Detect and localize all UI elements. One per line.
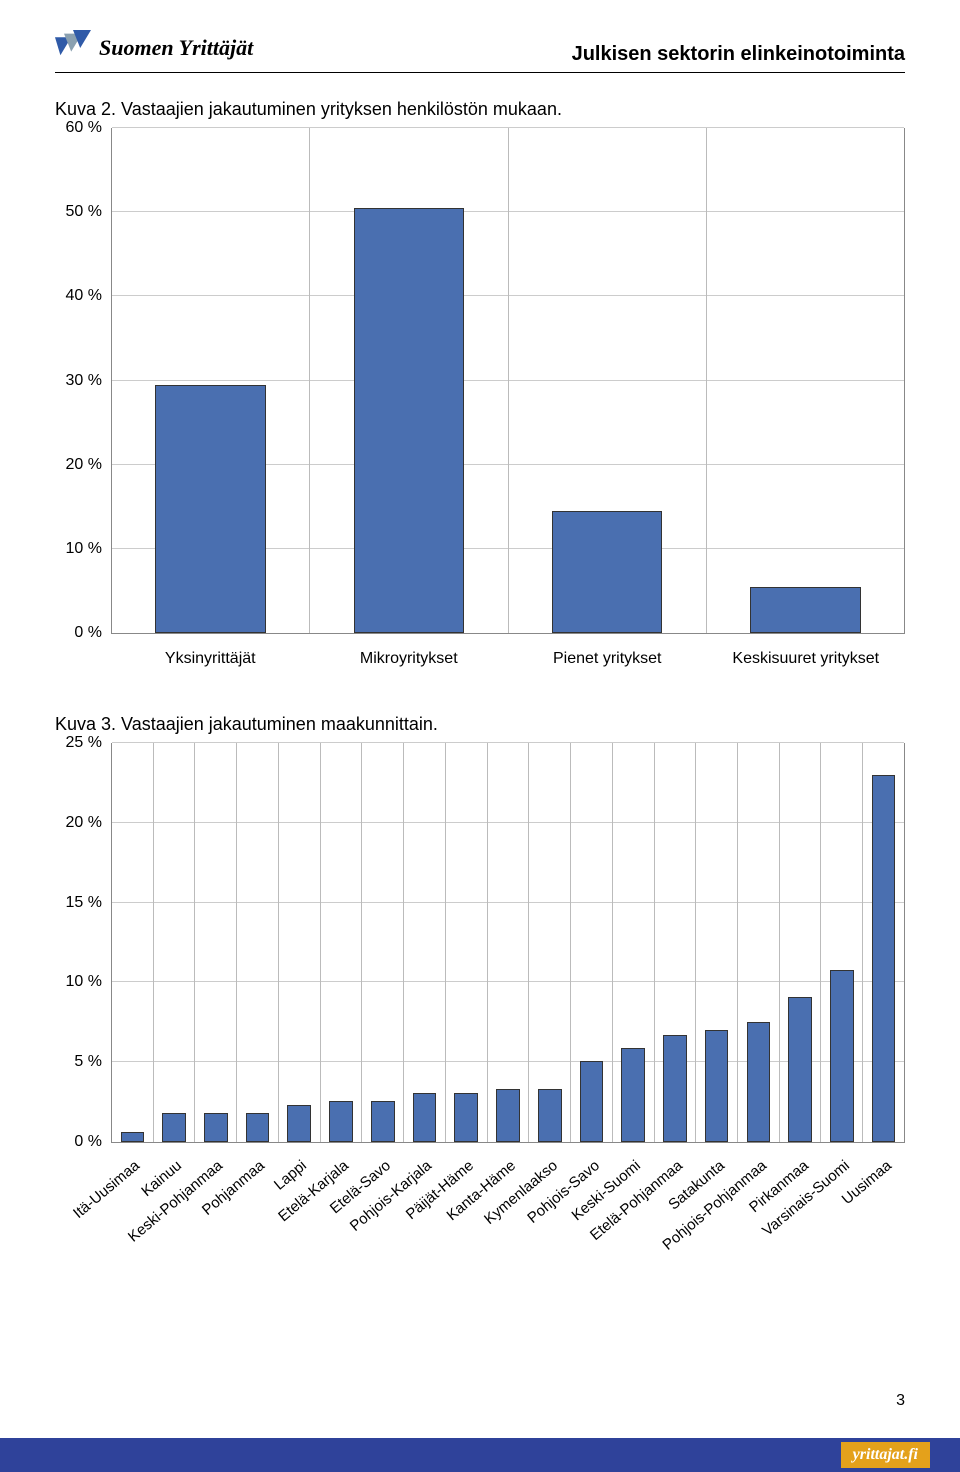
bar (496, 1089, 520, 1142)
bar (287, 1105, 311, 1142)
bar-slot (309, 128, 507, 633)
chart2: 0 %5 %10 %15 %20 %25 % (55, 743, 905, 1153)
x-axis-label: Itä-Uusimaa (70, 1157, 143, 1222)
doc-title: Julkisen sektorin elinkeinotoiminta (572, 43, 905, 66)
bar-slot (403, 743, 445, 1142)
y-axis-label: 40 % (66, 287, 112, 305)
chart1-plot: 0 %10 %20 %30 %40 %50 %60 % (111, 128, 905, 634)
footer-badge: yrittajat.fi (841, 1442, 930, 1468)
bar-slot (112, 128, 309, 633)
y-axis-label: 0 % (74, 624, 112, 642)
bar-slot (236, 743, 278, 1142)
bar (538, 1089, 562, 1142)
bar-slot (528, 743, 570, 1142)
chart1-xlabels: YksinyrittäjätMikroyrityksetPienet yrity… (55, 650, 905, 668)
bar (371, 1101, 395, 1142)
bar (830, 970, 854, 1142)
bar-slot (820, 743, 862, 1142)
bar-slot (508, 128, 706, 633)
bar (872, 775, 896, 1142)
y-axis-label: 10 % (66, 973, 112, 991)
bar-slot (862, 743, 904, 1142)
bar (354, 208, 464, 633)
bar (413, 1093, 437, 1142)
bar (454, 1093, 478, 1142)
bar-slot (737, 743, 779, 1142)
bar-slot (320, 743, 362, 1142)
bar (663, 1035, 687, 1142)
chart2-caption: Kuva 3. Vastaajien jakautuminen maakunni… (55, 714, 905, 735)
org-name: Suomen Yrittäjät (99, 35, 253, 61)
y-axis-label: 50 % (66, 203, 112, 221)
page-number: 3 (896, 1392, 905, 1410)
bar-slot (153, 743, 195, 1142)
x-axis-label: Yksinyrittäjät (111, 650, 310, 668)
x-axis-label: Mikroyritykset (310, 650, 509, 668)
bar (580, 1061, 604, 1142)
chart1-caption: Kuva 2. Vastaajien jakautuminen yritykse… (55, 99, 905, 120)
bar (329, 1101, 353, 1142)
bar-slot (706, 128, 904, 633)
bar (552, 511, 662, 633)
y-axis-label: 30 % (66, 372, 112, 390)
bar (788, 997, 812, 1142)
y-axis-label: 60 % (66, 119, 112, 137)
y-axis-label: 20 % (66, 456, 112, 474)
bar-slot (779, 743, 821, 1142)
bar-slot (487, 743, 529, 1142)
logo-icon (55, 30, 91, 66)
bar (705, 1030, 729, 1142)
bar (121, 1132, 145, 1142)
y-axis-label: 5 % (74, 1053, 112, 1071)
bar-slot (695, 743, 737, 1142)
bar (750, 587, 860, 633)
bar-slot (445, 743, 487, 1142)
y-axis-label: 25 % (66, 734, 112, 752)
bar (204, 1113, 228, 1142)
page-footer: yrittajat.fi (0, 1438, 960, 1472)
bar (162, 1113, 186, 1142)
bar (747, 1022, 771, 1142)
chart2-xlabels: Itä-UusimaaKainuuKeski-PohjanmaaPohjanma… (55, 1153, 905, 1303)
bar-slot (654, 743, 696, 1142)
bar-slot (361, 743, 403, 1142)
bar-slot (570, 743, 612, 1142)
chart2-plot: 0 %5 %10 %15 %20 %25 % (111, 743, 905, 1143)
chart1: 0 %10 %20 %30 %40 %50 %60 % (55, 128, 905, 644)
bar (246, 1113, 270, 1142)
bar-slot (612, 743, 654, 1142)
y-axis-label: 0 % (74, 1133, 112, 1151)
y-axis-label: 20 % (66, 814, 112, 832)
bar (155, 385, 265, 633)
org-logo: Suomen Yrittäjät (55, 30, 253, 66)
bar (621, 1048, 645, 1142)
bar-slot (194, 743, 236, 1142)
x-axis-label: Pienet yritykset (508, 650, 707, 668)
bar-slot (112, 743, 153, 1142)
page-header: Suomen Yrittäjät Julkisen sektorin elink… (55, 30, 905, 73)
bar-slot (278, 743, 320, 1142)
y-axis-label: 10 % (66, 540, 112, 558)
x-axis-label: Keskisuuret yritykset (707, 650, 906, 668)
y-axis-label: 15 % (66, 894, 112, 912)
